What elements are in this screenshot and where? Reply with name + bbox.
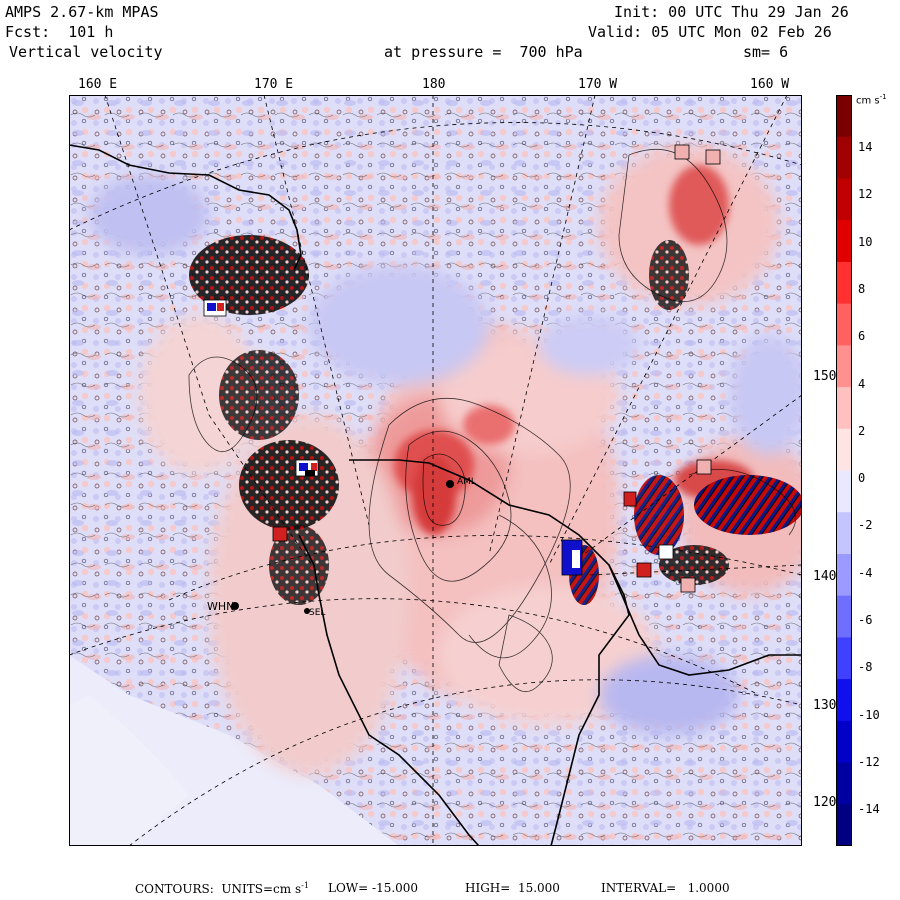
colorbar-tick-label: 0 (858, 471, 866, 486)
colorbar-segment (836, 261, 852, 305)
lon-label-170e: 170 E (254, 77, 294, 92)
init-time: Init: 00 UTC Thu 29 Jan 26 (614, 3, 849, 21)
lon-label-160w: 160 W (750, 77, 790, 92)
graticule (69, 95, 802, 846)
colorbar-segment (836, 178, 852, 221)
colorbar-segment (836, 720, 852, 764)
footer-contours: CONTOURS: UNITS=cm s-1 (135, 881, 309, 896)
forecast-hour: Fcst: 101 h (5, 23, 114, 41)
colorbar-segment (836, 428, 852, 471)
colorbar-tick-label: 10 (858, 234, 873, 249)
colorbar-tick-label: -8 (858, 660, 873, 675)
colorbar-segment (836, 637, 852, 680)
pressure-level: at pressure = 700 hPa (384, 43, 583, 61)
colorbar-tick-label: -6 (858, 613, 873, 627)
valid-time: Valid: 05 UTC Mon 02 Feb 26 (588, 23, 832, 41)
station-whn: WHN (207, 600, 239, 613)
colorbar-tick-label: -4 (858, 565, 873, 580)
footer-high: HIGH= 15.000 (465, 881, 560, 895)
strong-updraft-core (394, 165, 754, 535)
footer-low: LOW= -15.000 (328, 881, 419, 895)
colorbar-tick-label: 12 (858, 187, 873, 202)
coastline (69, 144, 802, 846)
mountain-wave-clusters (189, 235, 802, 605)
colorbar (836, 95, 852, 846)
colorbar-tick-label: 8 (858, 281, 866, 296)
contour-lines (188, 148, 797, 692)
colorbar-tick-label: -12 (858, 754, 880, 769)
colorbar-tick-label: -10 (858, 707, 880, 722)
colorbar-segment (836, 220, 852, 263)
svg-text:WHN: WHN (207, 600, 234, 613)
colorbar-tick-label: 4 (858, 376, 866, 391)
colorbar-segment (836, 470, 852, 513)
svg-text:SEL: SEL (309, 608, 325, 618)
footer-interval: INTERVAL= 1.0000 (601, 881, 730, 895)
colorbar-tick-label: -2 (858, 518, 873, 533)
colorbar-tick-label: 6 (858, 329, 866, 344)
colorbar-segment (836, 679, 852, 722)
colorbar-segment (836, 136, 852, 179)
colorbar-segment (836, 345, 852, 388)
colorbar-units: cm s-1 (856, 93, 887, 107)
model-title: AMPS 2.67-km MPAS (5, 3, 159, 21)
contour-value-labels (203, 144, 721, 593)
colorbar-tick-label: 2 (858, 423, 866, 438)
colorbar-segment (836, 303, 852, 346)
lon-label-180: 180 (422, 77, 446, 92)
station-sel: SEL (304, 608, 325, 618)
svg-text:AML: AML (457, 477, 476, 487)
colorbar-tick-label: -14 (858, 802, 880, 817)
colorbar-segment (836, 553, 852, 597)
colorbar-segment (836, 387, 852, 430)
lon-label-170w: 170 W (578, 77, 618, 92)
colorbar-segment (836, 595, 852, 638)
colorbar-segment (836, 762, 852, 805)
field-name: Vertical velocity (9, 43, 163, 61)
negative-velocity-fields (89, 175, 802, 735)
vertical-velocity-map: WHN AML SEL (69, 95, 802, 846)
station-aml: AML (446, 477, 476, 488)
smoothing-level: sm= 6 (743, 43, 789, 61)
lon-label-160e: 160 E (78, 77, 118, 92)
colorbar-segment (836, 804, 852, 846)
colorbar-tick-label: 14 (858, 140, 873, 154)
colorbar-segment (836, 95, 852, 138)
colorbar-segment (836, 512, 852, 555)
